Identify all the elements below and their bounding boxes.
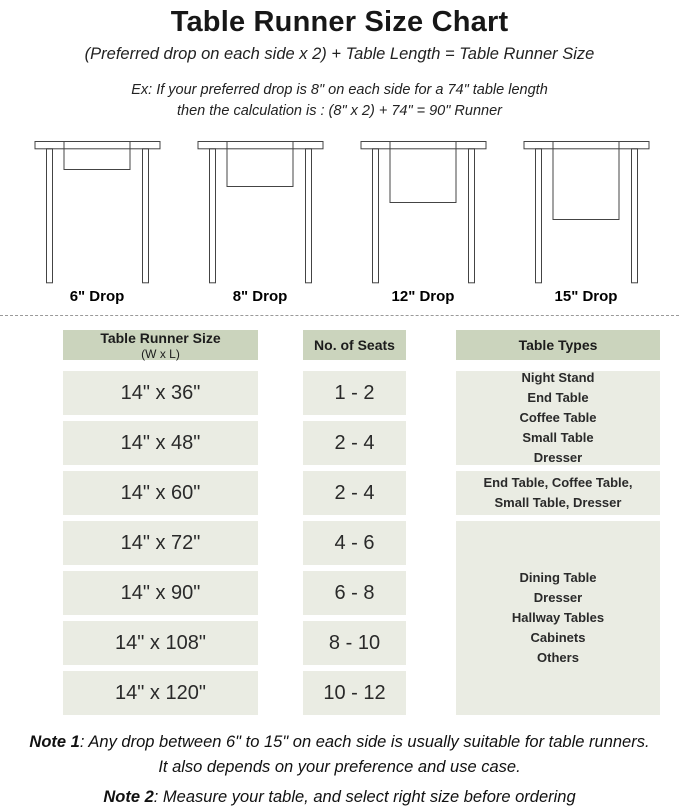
svg-text:6" Drop: 6" Drop <box>70 288 125 305</box>
svg-text:12" Drop: 12" Drop <box>392 288 455 305</box>
svg-text:8" Drop: 8" Drop <box>233 288 288 305</box>
svg-text:15" Drop: 15" Drop <box>555 288 618 305</box>
